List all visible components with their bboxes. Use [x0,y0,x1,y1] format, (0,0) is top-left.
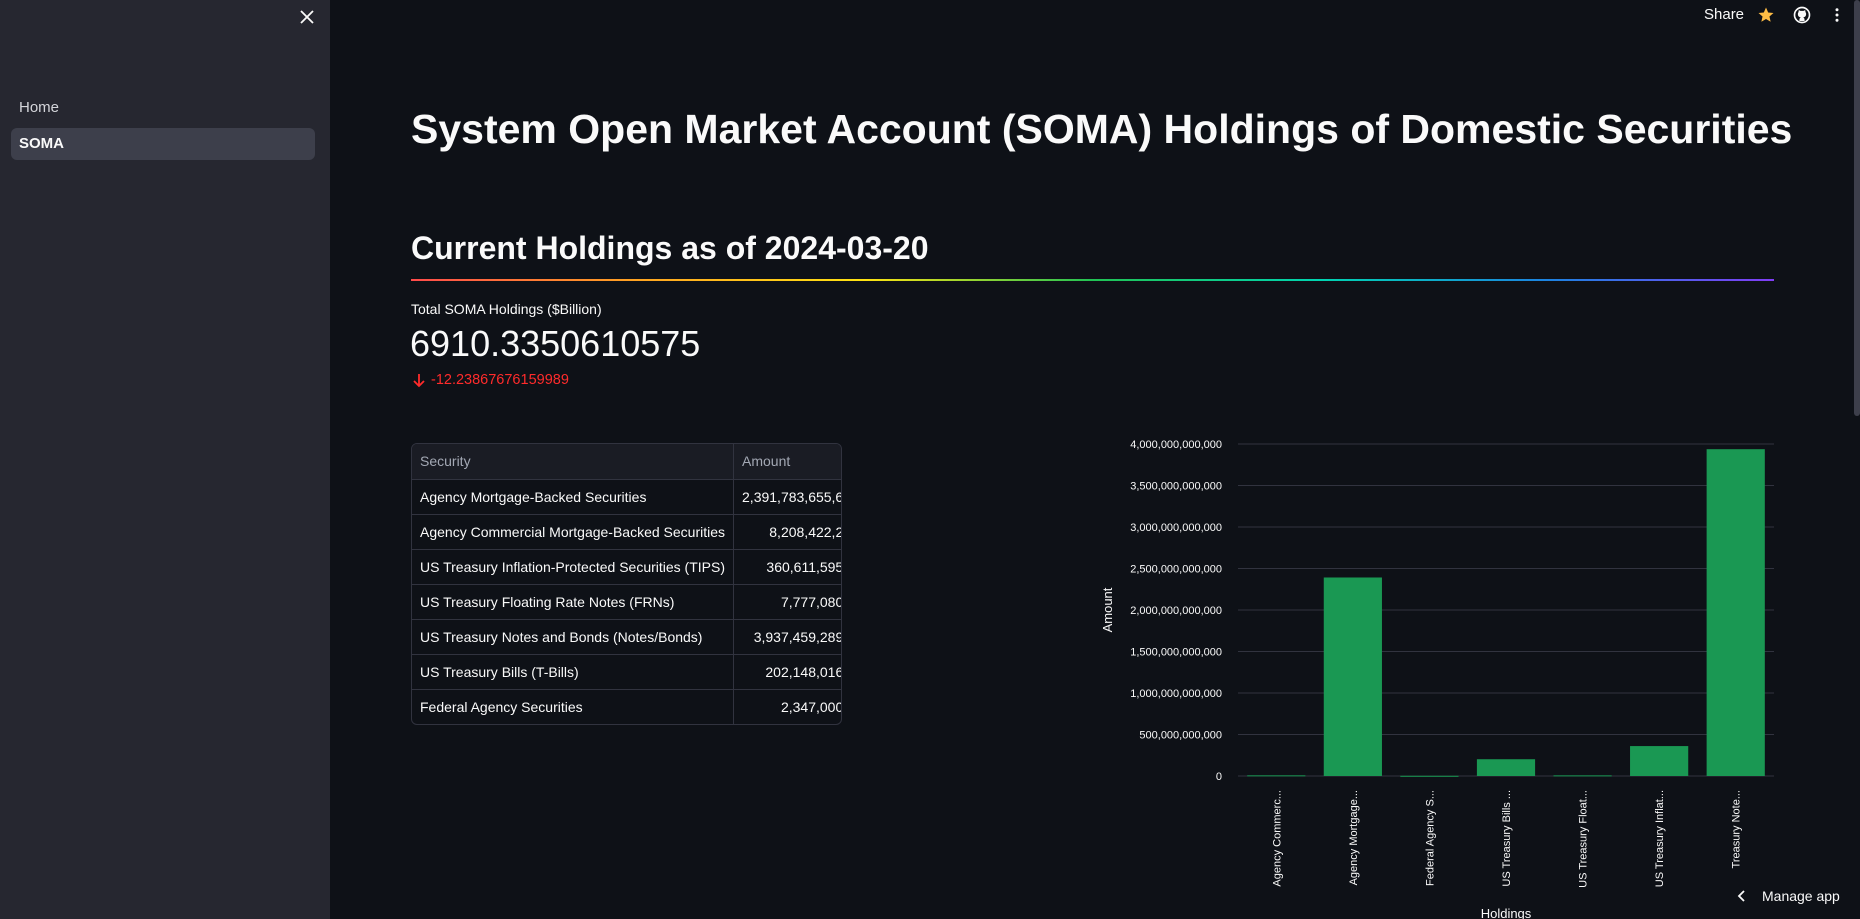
sidebar-item-soma[interactable]: SOMA [11,128,315,160]
y-tick-label: 500,000,000,000 [1139,730,1222,742]
table-cell-amount[interactable]: 3,937,459,289,900 [733,619,841,655]
y-tick-label: 3,000,000,000,000 [1130,522,1222,534]
close-icon [300,10,314,24]
table-cell-amount[interactable]: 2,391,783,655,670.2 [733,479,841,515]
section-subheader: Current Holdings as of 2024-03-20 [411,230,929,266]
x-tick-label: Federal Agency S... [1424,790,1436,886]
x-tick-label: Treasury Note... [1731,790,1743,868]
table-header-row: Security Amount [412,444,841,480]
y-tick-label: 4,000,000,000,000 [1130,439,1222,451]
sidebar-nav: Home SOMA [11,92,315,164]
x-tick-label: Agency Mortgage... [1348,790,1360,885]
metric-label: Total SOMA Holdings ($Billion) [411,301,602,317]
table-cell-security[interactable]: Agency Mortgage-Backed Securities [412,479,735,515]
bar [1476,759,1536,776]
x-tick-label: Agency Commerc... [1271,790,1283,887]
close-sidebar-button[interactable] [296,6,318,28]
kebab-menu-icon[interactable] [1828,6,1846,24]
table-cell-security[interactable]: US Treasury Inflation-Protected Securiti… [412,549,735,585]
y-tick-label: 2,500,000,000,000 [1130,564,1222,576]
sidebar: Home SOMA [0,0,330,919]
y-tick-label: 3,500,000,000,000 [1130,481,1222,493]
y-axis-label: Amount [1100,587,1115,632]
bar [1630,746,1689,776]
x-tick-label: US Treasury Inflat... [1654,790,1666,887]
holdings-table[interactable]: Security Amount Agency Mortgage-Backed S… [411,443,842,725]
github-icon[interactable] [1793,6,1811,24]
manage-app-button[interactable]: Manage app [1736,888,1840,904]
table-row: US Treasury Floating Rate Notes (FRNs) 7… [412,584,841,620]
rainbow-divider [411,279,1774,281]
table-row: Federal Agency Securities 2,347,000,000 [412,689,842,724]
table-cell-amount[interactable]: 360,611,595,800 [733,549,841,585]
bar [1247,775,1306,777]
table-cell-security[interactable]: US Treasury Notes and Bonds (Notes/Bonds… [412,619,735,655]
bar [1706,449,1765,776]
metric-value: 6910.3350610575 [410,323,701,364]
table-row: US Treasury Inflation-Protected Securiti… [412,549,841,585]
x-axis-label: Holdings [1481,906,1532,919]
table-cell-security[interactable]: US Treasury Floating Rate Notes (FRNs) [412,584,735,620]
x-tick-label: US Treasury Float... [1578,790,1590,888]
table-row: US Treasury Bills (T-Bills) 202,148,016,… [412,654,841,690]
bar [1323,577,1382,776]
metric-delta-value: -12.23867676159989 [431,372,569,388]
y-tick-label: 0 [1216,771,1222,783]
star-icon[interactable] [1757,6,1775,24]
share-button[interactable]: Share [1704,6,1745,23]
scrollbar[interactable] [1854,0,1860,416]
table-cell-security[interactable]: US Treasury Bills (T-Bills) [412,654,735,690]
x-tick-label: US Treasury Bills ... [1501,790,1513,887]
bar [1400,775,1459,777]
y-tick-label: 1,500,000,000,000 [1130,647,1222,659]
sidebar-item-home[interactable]: Home [19,99,60,116]
bar [1553,775,1612,777]
metric-delta: -12.23867676159989 [411,372,569,388]
column-header-amount[interactable]: Amount [733,444,841,480]
chevron-left-icon [1737,890,1745,902]
table-cell-amount[interactable]: 2,347,000,000 [780,698,842,715]
table-row: Agency Mortgage-Backed Securities 2,391,… [412,479,841,515]
y-tick-label: 2,000,000,000,000 [1130,605,1222,617]
holdings-bar-chart[interactable]: 0 500,000,000,000 1,000,000,000,000 1,500,0… [1090,430,1790,919]
column-header-security[interactable]: Security [412,444,735,480]
table-cell-security[interactable]: Agency Commercial Mortgage-Backed Securi… [412,514,735,550]
table-cell-amount[interactable]: 7,777,080,800 [733,584,841,620]
table-row: Agency Commercial Mortgage-Backed Securi… [412,514,841,550]
y-tick-label: 1,000,000,000,000 [1130,688,1222,700]
page-title: System Open Market Account (SOMA) Holdin… [411,106,1793,152]
manage-app-label: Manage app [1762,888,1840,904]
table-cell-amount[interactable]: 8,208,422,287.3 [733,514,841,550]
table-cell-amount[interactable]: 202,148,016,600 [733,654,841,690]
table-row: US Treasury Notes and Bonds (Notes/Bonds… [412,619,841,655]
arrow-down-icon [413,374,425,388]
table-cell-security[interactable]: Federal Agency Securities [412,689,735,724]
